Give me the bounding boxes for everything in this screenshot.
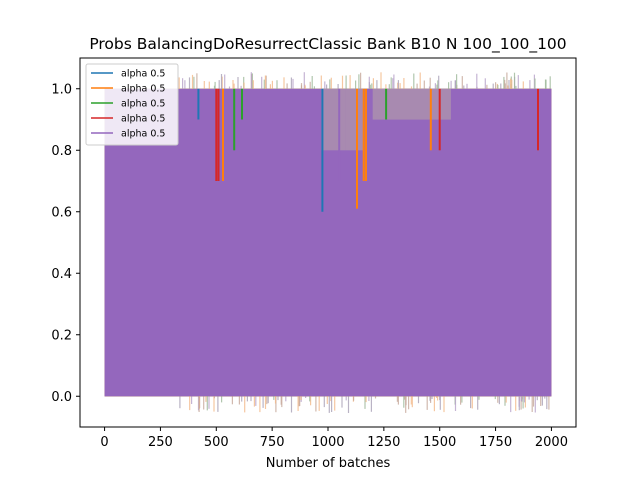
x-tick-label: 1000 <box>311 435 344 450</box>
legend-label: alpha 0.5 <box>121 114 165 125</box>
x-tick-label: 1250 <box>367 435 400 450</box>
legend-label: alpha 0.5 <box>121 69 165 80</box>
dip-region-2 <box>345 88 364 151</box>
x-tick-label: 500 <box>204 435 229 450</box>
x-tick-label: 2000 <box>535 435 568 450</box>
x-tick-label: 0 <box>100 435 108 450</box>
dip-region-4 <box>399 88 451 120</box>
axes: 0 250 500 750 1000 1250 1500 1750 2000 0.0 0.2 0.4 0… <box>51 57 577 450</box>
x-tick-label: 1750 <box>479 435 512 450</box>
y-tick-label: 0.4 <box>51 267 72 282</box>
legend-label: alpha 0.5 <box>121 99 165 110</box>
y-tick-label: 0.0 <box>51 390 72 405</box>
chart-title: Probs BalancingDoResurrectClassic Bank B… <box>89 35 566 54</box>
legend-box <box>85 63 179 146</box>
x-tick-label: 1500 <box>423 435 456 450</box>
legend-label: alpha 0.5 <box>121 84 165 95</box>
y-tick-label: 0.8 <box>51 144 72 159</box>
legend: alpha 0.5 alpha 0.5 alpha 0.5 alpha 0.5 alph… <box>85 63 179 146</box>
legend-label: alpha 0.5 <box>121 129 165 140</box>
y-tick-label: 0.2 <box>51 328 72 343</box>
series-spikes <box>178 72 551 413</box>
dip-region-1 <box>321 88 346 151</box>
y-tick-label: 1.0 <box>51 82 72 97</box>
x-tick-label: 750 <box>260 435 285 450</box>
x-axis-label: Number of batches <box>266 456 391 471</box>
y-tick-label: 0.6 <box>51 205 72 220</box>
series-drops <box>197 88 539 212</box>
plot-area <box>104 72 552 413</box>
x-tick-label: 250 <box>148 435 173 450</box>
